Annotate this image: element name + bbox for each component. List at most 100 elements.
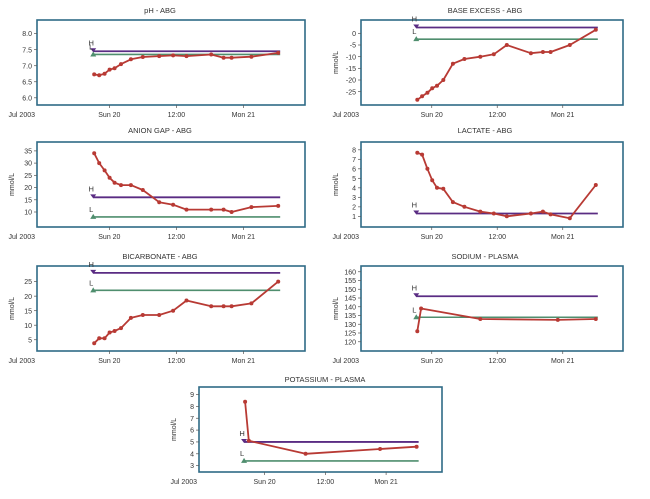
y-tick-label: 7.0 xyxy=(22,63,32,70)
y-tick-label: 5 xyxy=(352,176,356,183)
data-point xyxy=(221,55,226,60)
x-tick-label: Sun 20 xyxy=(421,112,443,119)
y-tick-label: 7 xyxy=(190,416,194,423)
plot-frame xyxy=(36,265,306,352)
y-tick-label: 6.5 xyxy=(22,79,32,86)
data-point xyxy=(171,53,176,58)
data-point xyxy=(249,301,254,306)
chart-title: LACTATE - ABG xyxy=(458,126,513,135)
data-point xyxy=(92,151,97,156)
low-limit-label: L xyxy=(240,449,244,458)
data-point xyxy=(128,57,133,62)
high-limit-label: H xyxy=(239,429,244,438)
data-point xyxy=(415,97,420,102)
data-point xyxy=(229,304,234,309)
plot-frame xyxy=(36,19,306,106)
y-tick-label: 7.5 xyxy=(22,47,32,54)
chart-ag: ANION GAP - ABG 10 15 20 25 30 35 mmol/L Jul 200… xyxy=(9,126,306,241)
data-point xyxy=(128,183,133,188)
data-point xyxy=(243,399,248,404)
data-point xyxy=(425,166,430,171)
series-line xyxy=(93,152,279,213)
data-point xyxy=(276,279,281,284)
data-point xyxy=(528,211,533,216)
high-limit-label: H xyxy=(89,184,94,193)
data-point xyxy=(184,298,189,303)
y-tick-label: -25 xyxy=(346,89,356,96)
x-tick-label: Sun 20 xyxy=(421,234,443,241)
data-point xyxy=(249,54,254,59)
x-tick-label: 12:00 xyxy=(488,112,506,119)
data-point xyxy=(229,210,234,214)
x-tick-label: Jul 2003 xyxy=(9,112,36,119)
x-tick-label: Sun 20 xyxy=(98,358,120,365)
data-point xyxy=(249,205,254,210)
data-point xyxy=(276,203,281,208)
data-point xyxy=(102,71,107,76)
data-point xyxy=(504,43,509,47)
x-tick-label: Mon 21 xyxy=(232,358,255,365)
data-point xyxy=(97,161,102,166)
y-tick-label: -5 xyxy=(350,43,356,50)
low-limit-marker xyxy=(90,287,97,293)
data-point xyxy=(555,317,560,322)
x-tick-label: Sun 20 xyxy=(98,112,120,119)
chart-title: SODIUM - PLASMA xyxy=(451,252,518,261)
data-point xyxy=(548,50,553,54)
chart-title: BASE EXCESS - ABG xyxy=(448,6,523,15)
data-point xyxy=(97,336,102,341)
high-limit-marker xyxy=(413,293,420,298)
high-limit-label: H xyxy=(412,200,417,209)
data-point xyxy=(420,94,425,99)
data-point xyxy=(567,216,572,221)
x-tick-label: Sun 20 xyxy=(254,479,276,486)
y-tick-label: 10 xyxy=(24,210,32,217)
y-tick-label: 7 xyxy=(352,157,356,164)
x-tick-label: 12:00 xyxy=(317,479,335,486)
y-tick-label: 135 xyxy=(344,313,356,320)
y-tick-label: 8 xyxy=(190,404,194,411)
series-line xyxy=(93,280,279,344)
data-point xyxy=(140,188,145,192)
low-limit-marker xyxy=(90,213,97,219)
data-point xyxy=(209,207,214,212)
y-tick-label: 3 xyxy=(190,463,194,470)
data-point xyxy=(119,326,123,331)
data-point xyxy=(593,27,598,32)
data-point xyxy=(221,304,226,309)
y-axis-label: mmol/L xyxy=(9,297,16,320)
data-point xyxy=(171,202,176,207)
y-tick-label: 140 xyxy=(344,304,356,311)
data-point xyxy=(567,43,572,47)
x-tick-label: 12:00 xyxy=(488,358,506,365)
data-point xyxy=(425,90,430,95)
y-tick-label: -10 xyxy=(346,54,356,61)
y-tick-label: 9 xyxy=(190,392,194,399)
high-limit-marker xyxy=(90,269,97,274)
data-point xyxy=(593,183,598,187)
y-tick-label: 25 xyxy=(24,173,32,180)
data-point xyxy=(435,185,439,190)
y-axis-label: mmol/L xyxy=(333,297,340,320)
x-tick-label: 12:00 xyxy=(168,234,186,241)
data-point xyxy=(378,447,383,451)
chart-na: SODIUM - PLASMA1201251301351401451501551… xyxy=(333,252,624,365)
y-tick-label: 4 xyxy=(352,185,356,192)
low-limit-label: L xyxy=(89,278,93,287)
data-point xyxy=(435,83,439,88)
low-limit-label: L xyxy=(412,27,416,36)
chart-bic: BICARBONATE - ABG 5 10 15 20 25 mmol/L Jul 2003… xyxy=(9,252,306,365)
data-point xyxy=(112,329,117,333)
data-point xyxy=(119,183,123,188)
high-limit-marker xyxy=(241,438,248,443)
y-tick-label: 2 xyxy=(352,204,356,211)
x-tick-label: Jul 2003 xyxy=(171,479,198,486)
data-point xyxy=(540,50,545,54)
data-point xyxy=(415,329,420,334)
y-tick-label: 0 xyxy=(352,31,356,38)
plot-frame xyxy=(198,386,443,473)
y-tick-label: -15 xyxy=(346,66,356,73)
high-limit-label: H xyxy=(89,260,94,269)
